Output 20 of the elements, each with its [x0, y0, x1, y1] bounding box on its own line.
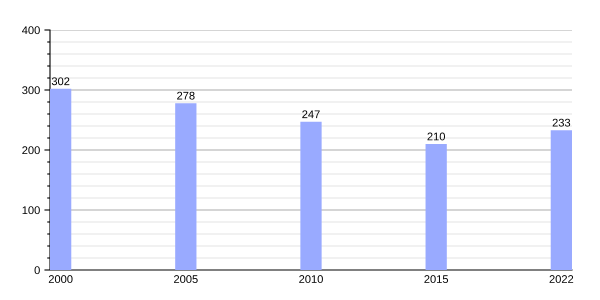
x-tick-label: 2000 [48, 275, 73, 284]
x-tick-label: 2005 [174, 275, 198, 284]
y-tick-label: 0 [34, 266, 40, 274]
x-tick-label: 2015 [424, 275, 448, 284]
y-tick-label: 400 [22, 26, 40, 34]
bar [426, 144, 447, 270]
data-label: 210 [427, 132, 446, 140]
x-tick-label: 2010 [299, 275, 323, 284]
y-tick-label: 300 [22, 86, 40, 94]
bar [50, 88, 72, 270]
bar [550, 130, 572, 270]
bar [300, 122, 322, 270]
y-tick-label: 100 [22, 206, 40, 214]
data-label: 302 [52, 77, 70, 86]
y-tick-label: 200 [22, 146, 40, 154]
data-label: 278 [177, 92, 195, 100]
data-label: 247 [302, 110, 320, 118]
x-tick-label: 2022 [550, 275, 574, 284]
data-label: 233 [552, 118, 570, 127]
bar [175, 103, 196, 270]
